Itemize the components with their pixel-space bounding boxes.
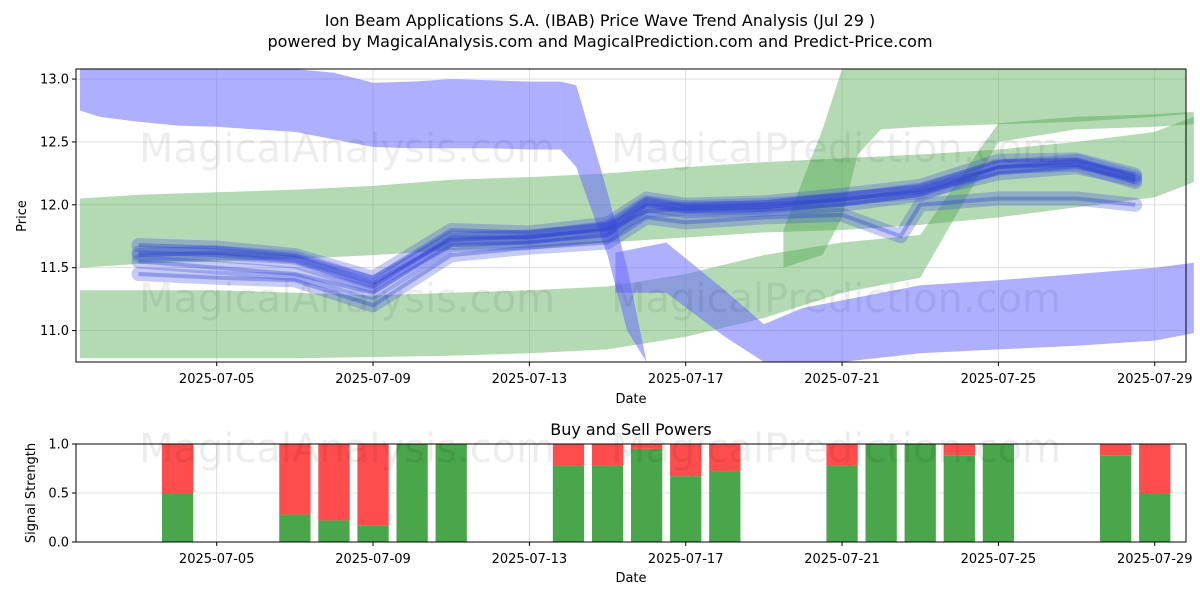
- wave-core-3: [138, 196, 1136, 308]
- wave-line-4: [131, 157, 1143, 294]
- signal-bars: [161, 444, 1171, 542]
- price-xtick-label-6: 2025-07-29: [1117, 372, 1193, 387]
- wave-core-4: [138, 162, 1136, 289]
- price-y-ticks: 11.0 11.5 12.0 12.5 13.0: [40, 73, 76, 339]
- sell-bar-6: [552, 444, 585, 466]
- price-panel: MagicalAnalysis.com MagicalPrediction.co…: [15, 68, 1194, 407]
- buy-bar-14: [943, 455, 975, 542]
- price-x-ticks: 2025-07-05 2025-07-09 2025-07-13 2025-07-17…: [179, 362, 1193, 387]
- price-xtick-label-4: 2025-07-21: [804, 372, 880, 387]
- green-band-1: [79, 111, 1194, 359]
- price-xtick-label-0: 2025-07-05: [179, 372, 255, 387]
- buy-bar-8: [631, 448, 663, 542]
- buy-bar-5: [435, 444, 467, 542]
- sell-bar-17: [1139, 444, 1171, 493]
- sell-bar-2: [318, 444, 350, 521]
- price-ytick-label-2: 12.0: [40, 198, 69, 213]
- signal-ytick-label-1: 0.5: [48, 487, 69, 502]
- wave-core-0: [138, 165, 1136, 285]
- sell-bar-9: [670, 444, 702, 477]
- chart-title: Ion Beam Applications S.A. (IBAB) Price …: [325, 11, 875, 30]
- price-bands: [79, 69, 1194, 362]
- green-band-2: [783, 69, 1186, 268]
- wave-line-0: [131, 160, 1143, 290]
- sell-bar-8: [631, 444, 663, 449]
- price-ytick-label-0: 11.0: [40, 324, 69, 339]
- buy-bar-13: [904, 444, 936, 542]
- chart-subtitle: powered by MagicalAnalysis.com and Magic…: [267, 32, 932, 51]
- watermark-left-top: MagicalAnalysis.com: [139, 126, 555, 172]
- watermark-left-mid: MagicalAnalysis.com: [139, 276, 555, 322]
- price-plot-frame: [75, 68, 1187, 363]
- sell-bar-0: [161, 444, 194, 493]
- wave-core-2: [138, 157, 1136, 280]
- buy-bar-11: [826, 465, 858, 542]
- buy-bar-4: [396, 444, 428, 542]
- sell-bar-1: [279, 444, 311, 515]
- blue-band-2: [615, 242, 1194, 362]
- price-xtick-label-1: 2025-07-09: [335, 372, 411, 387]
- sell-bar-3: [357, 444, 389, 526]
- signal-xtick-label-5: 2025-07-25: [961, 552, 1037, 567]
- wave-line-2: [131, 152, 1143, 285]
- price-ytick-label-4: 13.0: [40, 73, 69, 88]
- buy-bar-12: [865, 444, 897, 542]
- blue-band-1: [560, 81, 686, 362]
- signal-y-axis-label: Signal Strength: [24, 443, 39, 543]
- sell-bar-11: [826, 444, 858, 466]
- blue-band-0: [79, 69, 561, 150]
- buy-bar-6: [552, 465, 585, 542]
- signal-xtick-label-0: 2025-07-05: [179, 552, 255, 567]
- signal-xtick-label-4: 2025-07-21: [804, 552, 880, 567]
- signal-x-ticks: 2025-07-05 2025-07-09 2025-07-13 2025-07-17…: [179, 542, 1193, 567]
- watermark-left-bottom: MagicalAnalysis.com: [139, 426, 555, 472]
- signal-x-axis-label: Date: [615, 571, 646, 586]
- watermark-right-top: MagicalPrediction.com: [611, 126, 1061, 172]
- signal-xtick-label-2: 2025-07-13: [492, 552, 568, 567]
- signal-xtick-label-6: 2025-07-29: [1117, 552, 1193, 567]
- green-band-0: [79, 116, 1194, 268]
- signal-ytick-label-0: 0.0: [48, 536, 69, 551]
- buy-bar-15: [982, 444, 1015, 542]
- price-xtick-label-2: 2025-07-13: [492, 372, 568, 387]
- watermark-right-mid: MagicalPrediction.com: [611, 276, 1061, 322]
- watermark-right-bottom: MagicalPrediction.com: [611, 426, 1061, 472]
- price-y-axis-label: Price: [15, 200, 30, 232]
- signal-ytick-label-2: 1.0: [48, 438, 69, 453]
- wave-line-3: [131, 191, 1143, 313]
- buy-bar-0: [161, 493, 194, 542]
- sell-bar-7: [591, 444, 624, 466]
- price-ytick-label-1: 11.5: [40, 261, 69, 276]
- price-ytick-label-3: 12.5: [40, 135, 69, 150]
- sell-bar-10: [709, 444, 741, 472]
- signal-xtick-label-1: 2025-07-09: [335, 552, 411, 567]
- price-wave-lines: [131, 152, 1143, 313]
- price-x-axis-label: Date: [615, 392, 646, 407]
- sell-bar-14: [943, 444, 975, 456]
- signal-panel-title: Buy and Sell Powers: [550, 420, 712, 439]
- buy-bar-7: [591, 465, 624, 542]
- sell-bar-16: [1100, 444, 1132, 456]
- buy-bar-17: [1139, 493, 1171, 542]
- signal-y-ticks: 0.0 0.5 1.0: [48, 438, 76, 551]
- buy-bar-3: [357, 525, 389, 542]
- buy-bar-10: [709, 471, 741, 542]
- signal-xtick-label-3: 2025-07-17: [648, 552, 724, 567]
- buy-bar-16: [1100, 455, 1132, 542]
- buy-bar-1: [279, 514, 311, 542]
- wave-line-1: [131, 153, 1143, 300]
- price-xtick-label-5: 2025-07-25: [961, 372, 1037, 387]
- price-xtick-label-3: 2025-07-17: [648, 372, 724, 387]
- signal-panel: Buy and Sell Powers MagicalAnalysis.com …: [24, 420, 1193, 586]
- buy-bar-9: [670, 476, 702, 542]
- buy-bar-2: [318, 520, 350, 542]
- wave-core-1: [138, 158, 1136, 295]
